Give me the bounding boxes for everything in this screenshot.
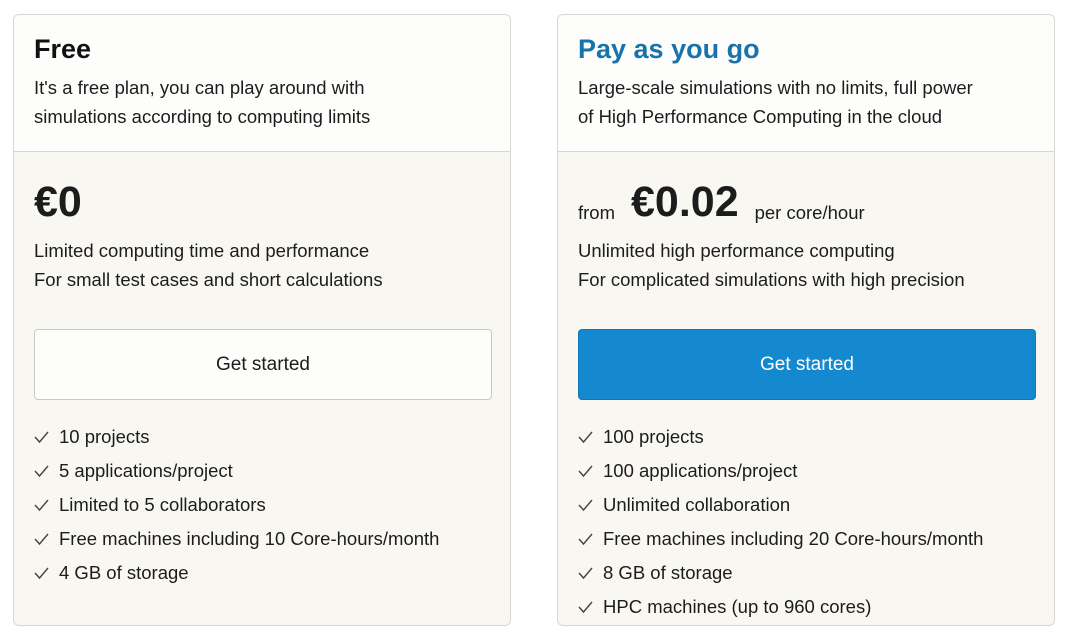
plan-description: Large-scale simulations with no limits, … — [578, 77, 973, 98]
check-icon — [34, 499, 49, 512]
detail-line: Unlimited high performance computing — [578, 240, 895, 261]
feature-item: Free machines including 20 Core-hours/mo… — [578, 522, 1034, 556]
feature-item: 8 GB of storage — [578, 556, 1034, 590]
feature-item: 10 projects — [34, 420, 490, 454]
check-icon — [578, 567, 593, 580]
plan-details: Limited computing time and performance Fo… — [34, 236, 490, 294]
feature-text: 4 GB of storage — [59, 562, 189, 583]
feature-item: HPC machines (up to 960 cores) — [578, 590, 1034, 624]
price: €0.02 — [631, 178, 739, 226]
plan-body: from €0.02 per core/hour Unlimited high per… — [558, 152, 1054, 624]
feature-text: 100 projects — [603, 426, 704, 447]
feature-text: HPC machines (up to 960 cores) — [603, 596, 872, 617]
feature-list: 10 projects 5 applications/project Limited… — [34, 420, 490, 590]
feature-text: 5 applications/project — [59, 460, 233, 481]
plan-card: Pay as you go Large-scale simulations wit… — [557, 14, 1055, 626]
check-icon — [34, 431, 49, 444]
feature-item: Unlimited collaboration — [578, 488, 1034, 522]
feature-item: 5 applications/project — [34, 454, 490, 488]
price: €0 — [34, 178, 82, 226]
price-prefix: from — [578, 202, 615, 223]
get-started-button[interactable]: Get started — [34, 329, 492, 400]
check-icon — [578, 533, 593, 546]
check-icon — [578, 601, 593, 614]
feature-text: 8 GB of storage — [603, 562, 733, 583]
check-icon — [34, 465, 49, 478]
feature-text: Free machines including 10 Core-hours/mo… — [59, 528, 440, 549]
detail-line: For complicated simulations with high pr… — [578, 269, 965, 290]
check-icon — [578, 499, 593, 512]
plan-description: It's a free plan, you can play around wi… — [34, 77, 365, 98]
check-icon — [578, 465, 593, 478]
feature-text: 100 applications/project — [603, 460, 798, 481]
price-row: €0 — [34, 170, 490, 230]
plan-body: €0 Limited computing time and performance… — [14, 152, 510, 590]
check-icon — [578, 431, 593, 444]
feature-item: Limited to 5 collaborators — [34, 488, 490, 522]
feature-item: Free machines including 10 Core-hours/mo… — [34, 522, 490, 556]
plan-card: Free It's a free plan, you can play aroun… — [13, 14, 511, 626]
feature-text: Limited to 5 collaborators — [59, 494, 266, 515]
plan-header: Free It's a free plan, you can play aroun… — [14, 15, 510, 152]
detail-line: Limited computing time and performance — [34, 240, 370, 261]
plan-title: Free — [34, 34, 92, 64]
feature-text: Unlimited collaboration — [603, 494, 791, 515]
check-icon — [34, 567, 49, 580]
plan-header: Pay as you go Large-scale simulations wit… — [558, 15, 1054, 152]
price-suffix: per core/hour — [754, 202, 865, 223]
feature-item: 4 GB of storage — [34, 556, 490, 590]
plan-description: of High Performance Computing in the clo… — [578, 106, 943, 127]
plan-details: Unlimited high performance computing For … — [578, 236, 1034, 294]
feature-list: 100 projects 100 applications/project Unli… — [578, 420, 1034, 624]
feature-item: 100 projects — [578, 420, 1034, 454]
feature-text: 10 projects — [59, 426, 150, 447]
feature-text: Free machines including 20 Core-hours/mo… — [603, 528, 984, 549]
price-row: from €0.02 per core/hour — [578, 170, 1034, 230]
plan-description: simulations according to computing limit… — [34, 106, 371, 127]
get-started-button[interactable]: Get started — [578, 329, 1036, 400]
check-icon — [34, 533, 49, 546]
plan-title: Pay as you go — [578, 34, 760, 64]
feature-item: 100 applications/project — [578, 454, 1034, 488]
detail-line: For small test cases and short calculati… — [34, 269, 383, 290]
